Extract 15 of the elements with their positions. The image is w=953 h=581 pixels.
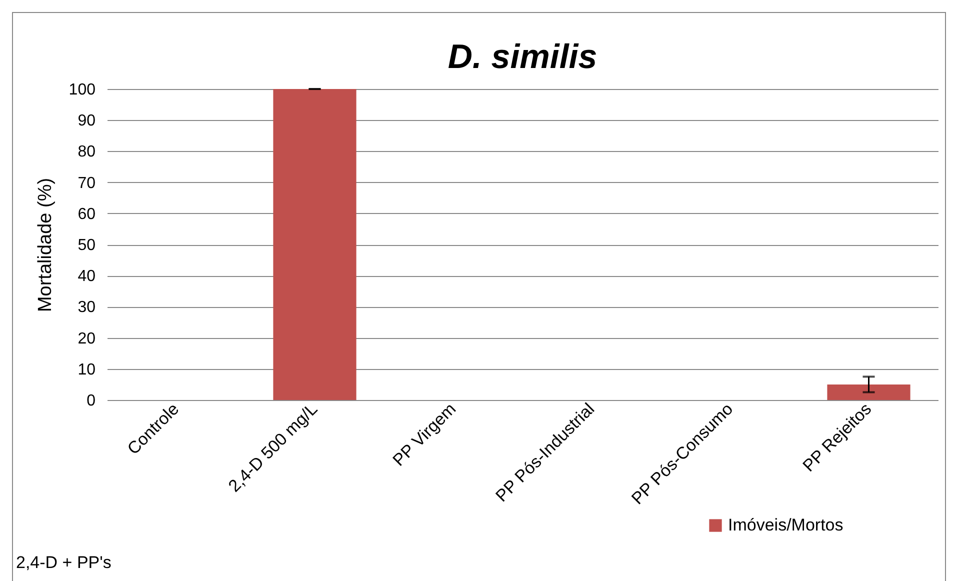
y-tick-label: 50 <box>78 237 96 254</box>
y-tick-label: 0 <box>86 392 96 410</box>
y-tick-label: 80 <box>78 144 96 161</box>
chart-title: D. similis <box>448 38 598 76</box>
text: 2,4-D + PP's <box>16 553 112 573</box>
y-axis-title: Mortalidade (%) <box>34 178 56 312</box>
y-tick-label: 100 <box>68 82 96 98</box>
y-tick-label: 10 <box>78 361 96 378</box>
y-tick-label: 60 <box>78 206 96 223</box>
y-tick-label: 20 <box>78 330 96 348</box>
legend-label: Imóveis/Mortos <box>728 516 844 534</box>
y-tick-label: 30 <box>78 299 96 316</box>
y-tick-label: 70 <box>78 174 96 192</box>
y-tick-label: 90 <box>78 112 96 130</box>
y-tick-label: 40 <box>78 268 96 286</box>
